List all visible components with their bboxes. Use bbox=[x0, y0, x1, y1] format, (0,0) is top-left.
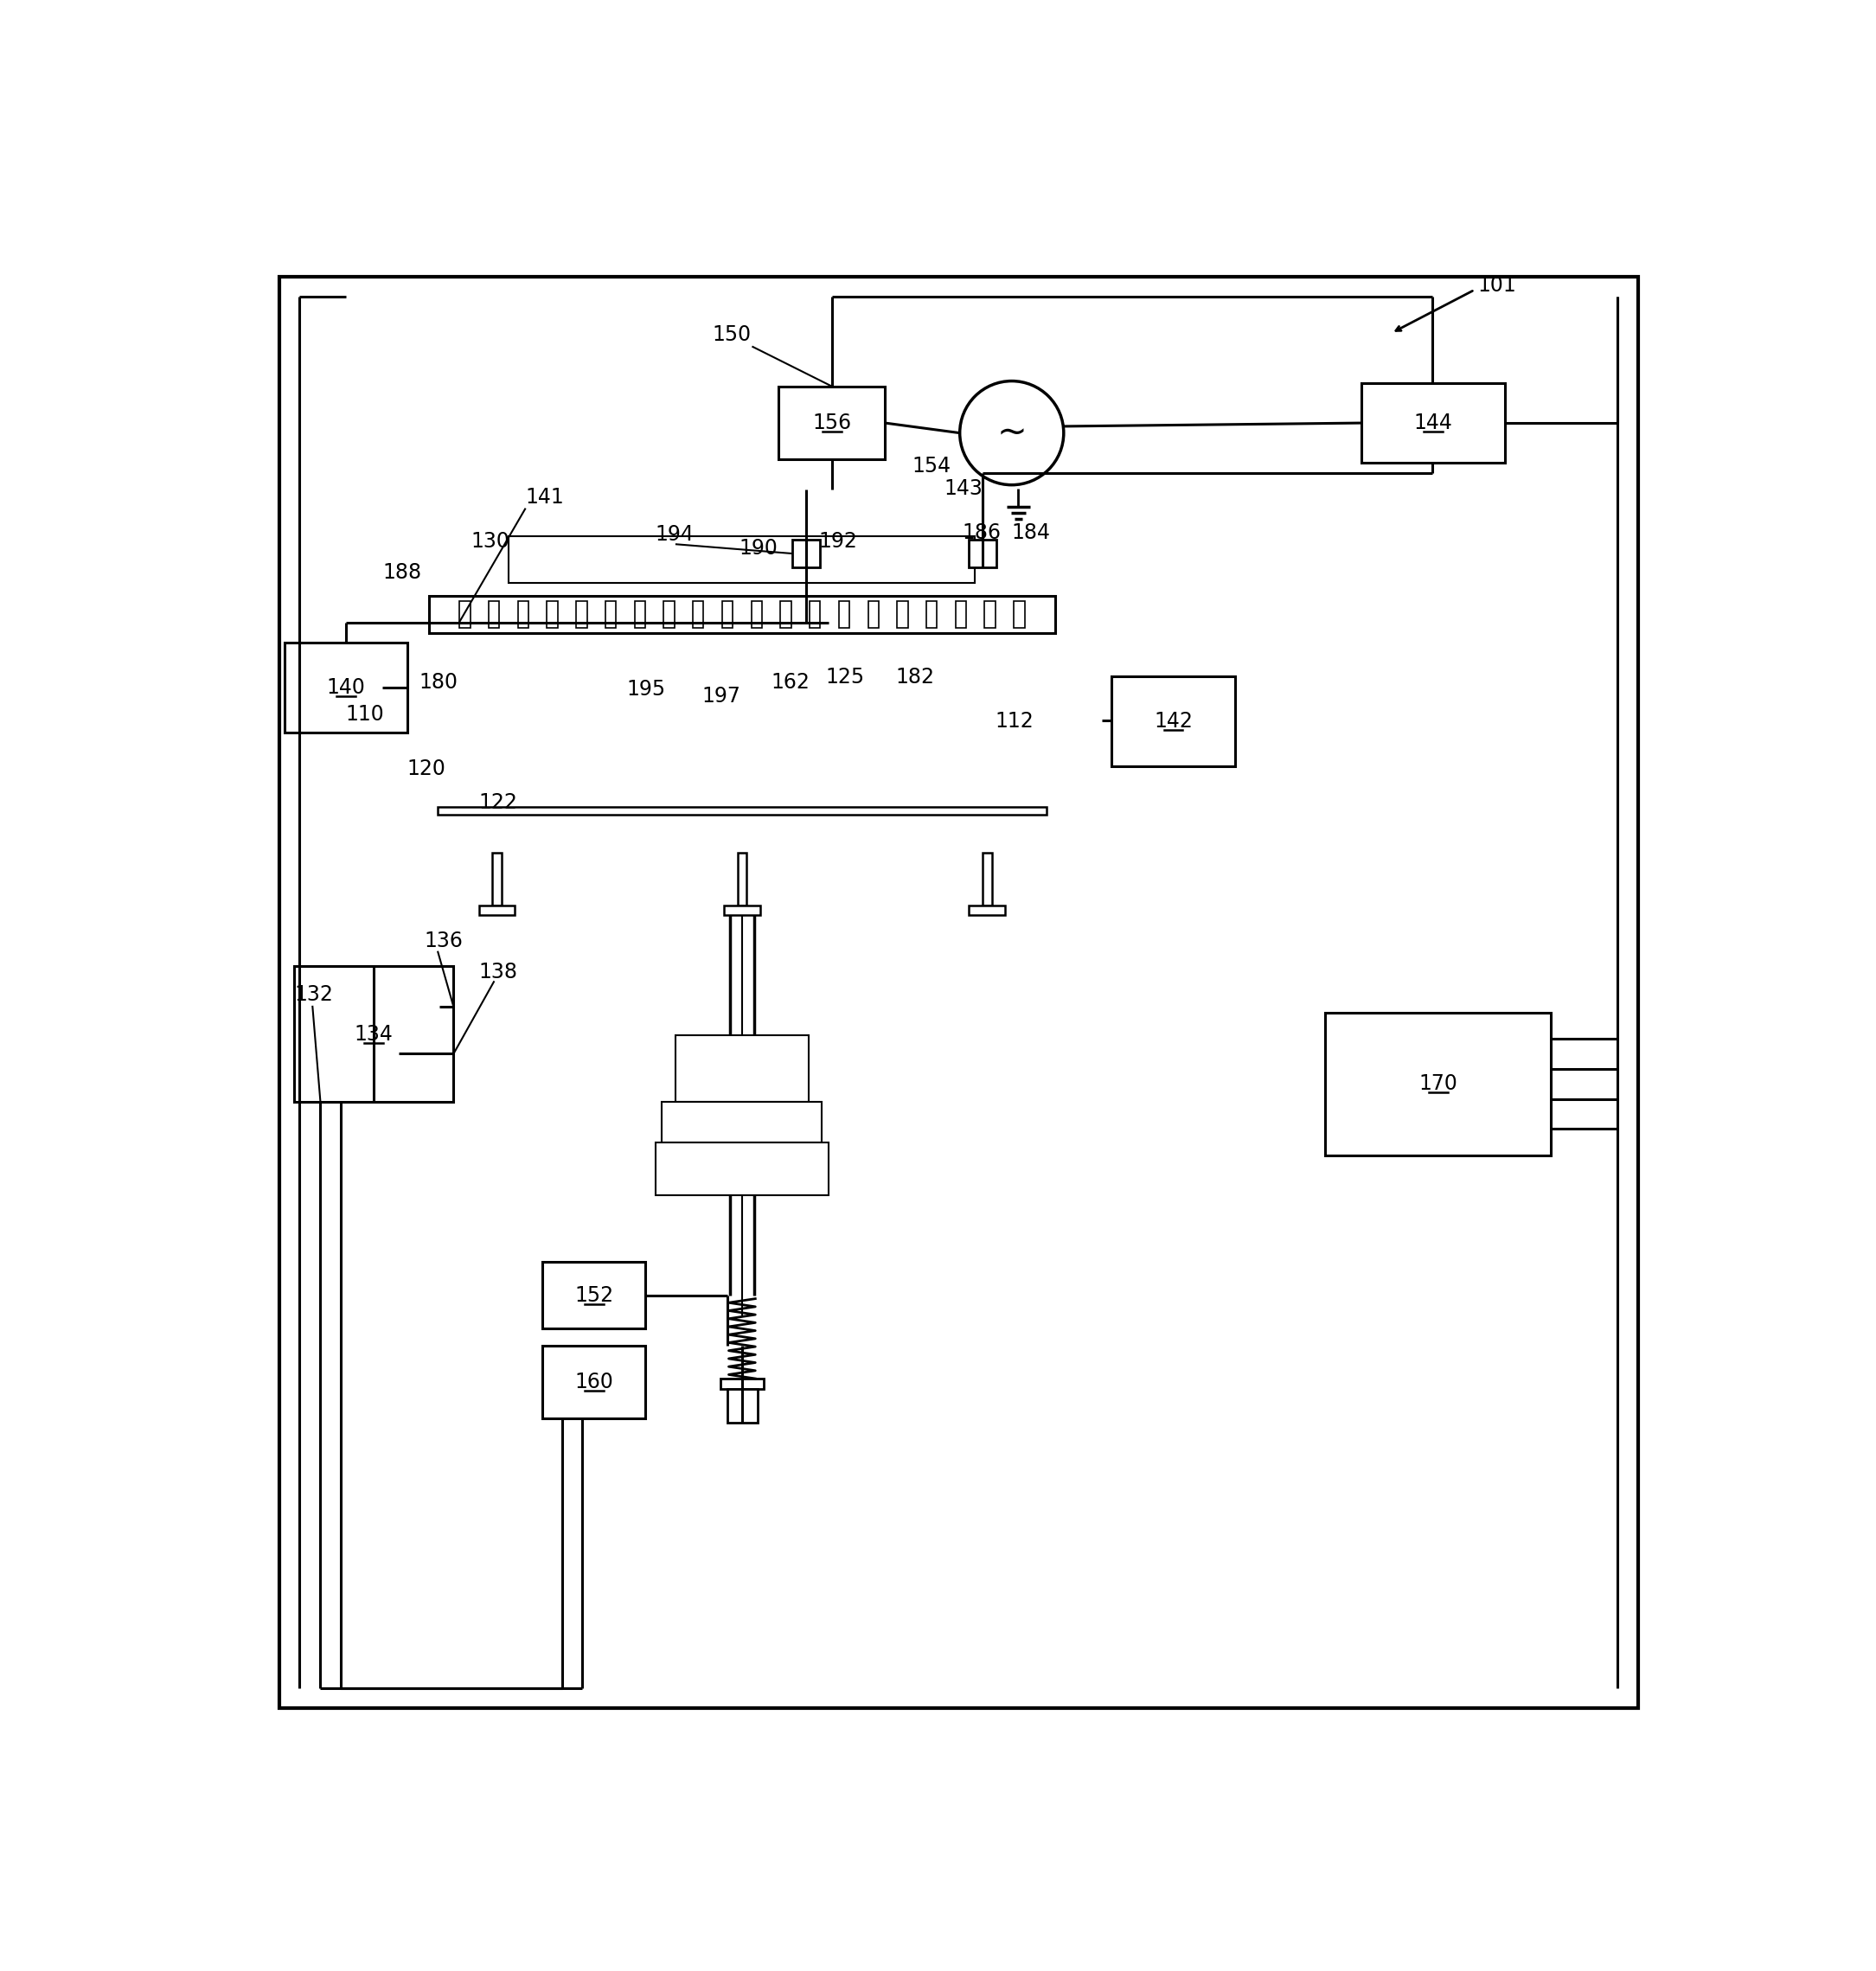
Text: 184: 184 bbox=[1011, 522, 1051, 544]
Text: 160: 160 bbox=[574, 1372, 613, 1392]
Bar bbox=[437, 806, 1047, 814]
Bar bbox=[985, 601, 996, 629]
Text: 190: 190 bbox=[739, 538, 777, 558]
Bar bbox=[548, 601, 557, 629]
Bar bbox=[897, 601, 908, 629]
Text: 152: 152 bbox=[574, 1285, 613, 1305]
Text: 180: 180 bbox=[418, 672, 458, 694]
Text: 156: 156 bbox=[812, 412, 852, 434]
Text: 188: 188 bbox=[383, 562, 422, 583]
Bar bbox=[779, 386, 885, 459]
Text: 130: 130 bbox=[471, 530, 510, 552]
Text: 162: 162 bbox=[771, 672, 809, 694]
Bar bbox=[792, 540, 820, 568]
Bar bbox=[692, 601, 704, 629]
Bar bbox=[649, 1035, 835, 1102]
Text: 110: 110 bbox=[345, 704, 385, 725]
Bar bbox=[720, 1378, 764, 1390]
Bar bbox=[430, 1035, 508, 1102]
Bar bbox=[460, 601, 471, 629]
Bar bbox=[927, 601, 936, 629]
Bar bbox=[728, 1390, 758, 1423]
Text: 186: 186 bbox=[962, 522, 1000, 544]
Bar bbox=[383, 1102, 482, 1141]
Bar bbox=[968, 1141, 1101, 1196]
Bar bbox=[869, 601, 878, 629]
Text: 125: 125 bbox=[825, 666, 865, 688]
Text: 132: 132 bbox=[295, 984, 334, 1005]
Bar bbox=[383, 989, 540, 1035]
Bar bbox=[810, 601, 820, 629]
Text: 150: 150 bbox=[713, 325, 750, 345]
Bar bbox=[383, 1035, 482, 1088]
Text: 138: 138 bbox=[478, 962, 518, 984]
Bar bbox=[1002, 1035, 1101, 1088]
Text: 194: 194 bbox=[655, 524, 694, 546]
Text: 197: 197 bbox=[702, 686, 741, 706]
Bar bbox=[662, 1102, 822, 1141]
Bar bbox=[431, 816, 1052, 853]
Bar bbox=[983, 853, 992, 907]
Bar bbox=[655, 1141, 829, 1196]
Bar bbox=[1054, 536, 1101, 1035]
Bar bbox=[970, 907, 1006, 915]
Bar bbox=[285, 643, 407, 733]
Bar bbox=[518, 601, 529, 629]
Bar bbox=[675, 1035, 809, 1102]
Bar bbox=[383, 536, 430, 1035]
Bar bbox=[750, 601, 762, 629]
Bar bbox=[542, 1346, 645, 1419]
Bar bbox=[430, 536, 1054, 595]
Bar bbox=[488, 601, 499, 629]
Bar bbox=[968, 540, 996, 568]
Bar bbox=[623, 1102, 861, 1141]
Text: 112: 112 bbox=[994, 712, 1034, 731]
Bar bbox=[1002, 1102, 1101, 1141]
Text: 182: 182 bbox=[895, 666, 934, 688]
Bar bbox=[383, 489, 1101, 536]
Text: 144: 144 bbox=[1413, 412, 1452, 434]
Bar bbox=[1362, 382, 1505, 463]
Bar bbox=[430, 595, 1054, 633]
Bar bbox=[602, 1141, 882, 1196]
Bar bbox=[1112, 676, 1234, 767]
Bar bbox=[839, 601, 850, 629]
Text: 170: 170 bbox=[1418, 1074, 1458, 1094]
Text: 122: 122 bbox=[478, 792, 518, 812]
Text: 141: 141 bbox=[525, 487, 565, 509]
Bar bbox=[576, 601, 587, 629]
Bar bbox=[478, 907, 514, 915]
Bar bbox=[295, 966, 454, 1102]
Text: 101: 101 bbox=[1478, 274, 1516, 296]
Text: ~: ~ bbox=[996, 414, 1026, 451]
Bar bbox=[944, 989, 1101, 1035]
Text: 154: 154 bbox=[912, 455, 951, 477]
Bar bbox=[634, 601, 645, 629]
Bar bbox=[955, 601, 966, 629]
Bar bbox=[1324, 1013, 1551, 1155]
Text: 120: 120 bbox=[407, 759, 446, 781]
Bar bbox=[508, 536, 976, 583]
Text: 142: 142 bbox=[1154, 712, 1193, 731]
Bar bbox=[722, 601, 734, 629]
Bar bbox=[737, 853, 747, 907]
Text: 136: 136 bbox=[424, 930, 463, 952]
Text: 143: 143 bbox=[944, 477, 983, 499]
Bar bbox=[606, 601, 615, 629]
Bar bbox=[976, 1035, 1054, 1102]
Text: 134: 134 bbox=[355, 1023, 394, 1045]
Bar bbox=[1013, 601, 1024, 629]
Text: 192: 192 bbox=[818, 530, 857, 552]
Bar bbox=[492, 853, 501, 907]
Bar bbox=[780, 601, 792, 629]
Bar bbox=[542, 1261, 645, 1328]
Bar bbox=[383, 1141, 516, 1196]
Text: 195: 195 bbox=[627, 678, 666, 700]
Bar bbox=[664, 601, 673, 629]
Bar bbox=[724, 907, 760, 915]
Text: 140: 140 bbox=[326, 678, 366, 698]
